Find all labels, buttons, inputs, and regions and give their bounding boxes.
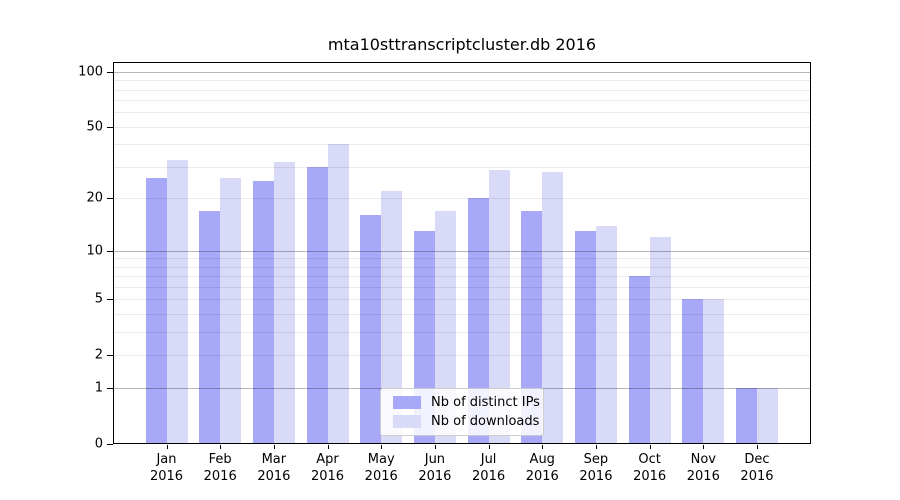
bar-dec-downloads xyxy=(756,388,778,444)
x-tick-mark-jun xyxy=(434,445,436,449)
x-tick-label-may: May 2016 xyxy=(364,452,398,484)
bar-jul-downloads xyxy=(488,169,510,444)
gridline-90 xyxy=(113,80,811,81)
bar-may-distinct-ips xyxy=(360,215,382,444)
x-tick-label-jan: Jan 2016 xyxy=(149,452,184,484)
gridline-100 xyxy=(113,72,811,73)
gridline-9 xyxy=(113,258,811,259)
y-tick-label-0: 0 xyxy=(94,436,103,452)
y-tick-label-20: 20 xyxy=(86,190,103,206)
plot-area: Nb of distinct IPs Nb of downloads xyxy=(113,62,811,444)
gridline-50 xyxy=(113,127,811,128)
gridline-2 xyxy=(113,355,811,356)
gridline-60 xyxy=(113,112,811,113)
y-tick-label-5: 5 xyxy=(94,291,103,307)
y-tick-mark-0 xyxy=(107,444,113,445)
y-tick-label-2: 2 xyxy=(94,347,103,363)
bar-nov-downloads xyxy=(703,299,725,444)
legend-swatch-downloads-icon xyxy=(393,415,421,428)
legend-item-distinct-ips: Nb of distinct IPs xyxy=(393,395,540,410)
bar-mar-distinct-ips xyxy=(252,181,274,444)
x-tick-mark-jan xyxy=(166,445,168,449)
y-tick-label-10: 10 xyxy=(86,243,103,259)
x-tick-label-sep: Sep 2016 xyxy=(579,452,613,484)
gridline-7 xyxy=(113,276,811,277)
bars-layer xyxy=(113,62,811,444)
x-tick-label-mar: Mar 2016 xyxy=(257,452,291,484)
bar-dec-distinct-ips xyxy=(735,388,757,444)
legend-label-downloads: Nb of downloads xyxy=(431,414,540,429)
y-tick-mark-20 xyxy=(107,198,113,200)
y-tick-mark-50 xyxy=(107,126,113,128)
gridline-10 xyxy=(113,251,811,252)
x-tick-label-oct: Oct 2016 xyxy=(633,452,667,484)
y-tick-mark-5 xyxy=(107,299,113,301)
gridline-4 xyxy=(113,314,811,315)
bar-aug-downloads xyxy=(542,172,564,444)
bar-mar-downloads xyxy=(273,161,295,444)
gridline-5 xyxy=(113,299,811,300)
gridline-70 xyxy=(113,100,811,101)
legend: Nb of distinct IPs Nb of downloads xyxy=(380,388,544,436)
legend-label-distinct-ips: Nb of distinct IPs xyxy=(431,395,540,410)
bar-apr-distinct-ips xyxy=(306,167,328,444)
bar-feb-distinct-ips xyxy=(199,210,221,444)
x-tick-label-jul: Jul 2016 xyxy=(472,452,506,484)
bar-oct-downloads xyxy=(649,237,671,444)
x-tick-mark-nov xyxy=(703,445,705,449)
bar-jan-distinct-ips xyxy=(145,178,167,444)
bar-feb-downloads xyxy=(220,178,242,444)
gridline-40 xyxy=(113,144,811,145)
x-tick-label-nov: Nov 2016 xyxy=(686,452,720,484)
y-tick-mark-10 xyxy=(107,250,113,252)
bar-may-downloads xyxy=(381,191,403,444)
x-tick-mark-mar xyxy=(273,445,275,449)
y-tick-mark-100 xyxy=(107,71,113,73)
x-tick-mark-aug xyxy=(542,445,544,449)
x-tick-mark-may xyxy=(381,445,383,449)
bar-jul-distinct-ips xyxy=(467,198,489,444)
x-tick-label-aug: Aug 2016 xyxy=(525,452,559,484)
gridline-8 xyxy=(113,267,811,268)
gridlines-layer xyxy=(113,62,811,444)
x-tick-label-jun: Jun 2016 xyxy=(418,452,452,484)
bar-jan-downloads xyxy=(166,159,188,444)
x-tick-label-dec: Dec 2016 xyxy=(740,452,774,484)
legend-item-downloads: Nb of downloads xyxy=(393,414,539,429)
x-tick-mark-apr xyxy=(327,445,329,449)
y-tick-label-100: 100 xyxy=(78,64,103,80)
bar-sep-downloads xyxy=(595,225,617,444)
gridline-3 xyxy=(113,332,811,333)
y-tick-label-50: 50 xyxy=(86,119,103,135)
x-tick-mark-jul xyxy=(488,445,490,449)
x-tick-mark-feb xyxy=(220,445,222,449)
x-tick-mark-oct xyxy=(649,445,651,449)
bar-nov-distinct-ips xyxy=(682,299,704,444)
bar-aug-distinct-ips xyxy=(521,210,543,444)
gridline-30 xyxy=(113,167,811,168)
x-tick-label-feb: Feb 2016 xyxy=(203,452,237,484)
bar-oct-distinct-ips xyxy=(628,276,650,444)
gridline-20 xyxy=(113,198,811,199)
x-tick-mark-dec xyxy=(756,445,758,449)
chart-title: mta10sttranscriptcluster.db 2016 xyxy=(327,35,597,54)
legend-swatch-distinct-ips-icon xyxy=(393,396,421,409)
y-tick-mark-1 xyxy=(107,388,113,390)
bar-apr-downloads xyxy=(327,144,349,444)
y-tick-label-1: 1 xyxy=(94,380,103,396)
y-tick-mark-2 xyxy=(107,355,113,357)
gridline-80 xyxy=(113,90,811,91)
x-tick-label-apr: Apr 2016 xyxy=(310,452,345,484)
x-tick-mark-sep xyxy=(595,445,597,449)
bar-jun-downloads xyxy=(434,210,456,444)
bar-sep-distinct-ips xyxy=(574,231,596,444)
gridline-6 xyxy=(113,287,811,288)
